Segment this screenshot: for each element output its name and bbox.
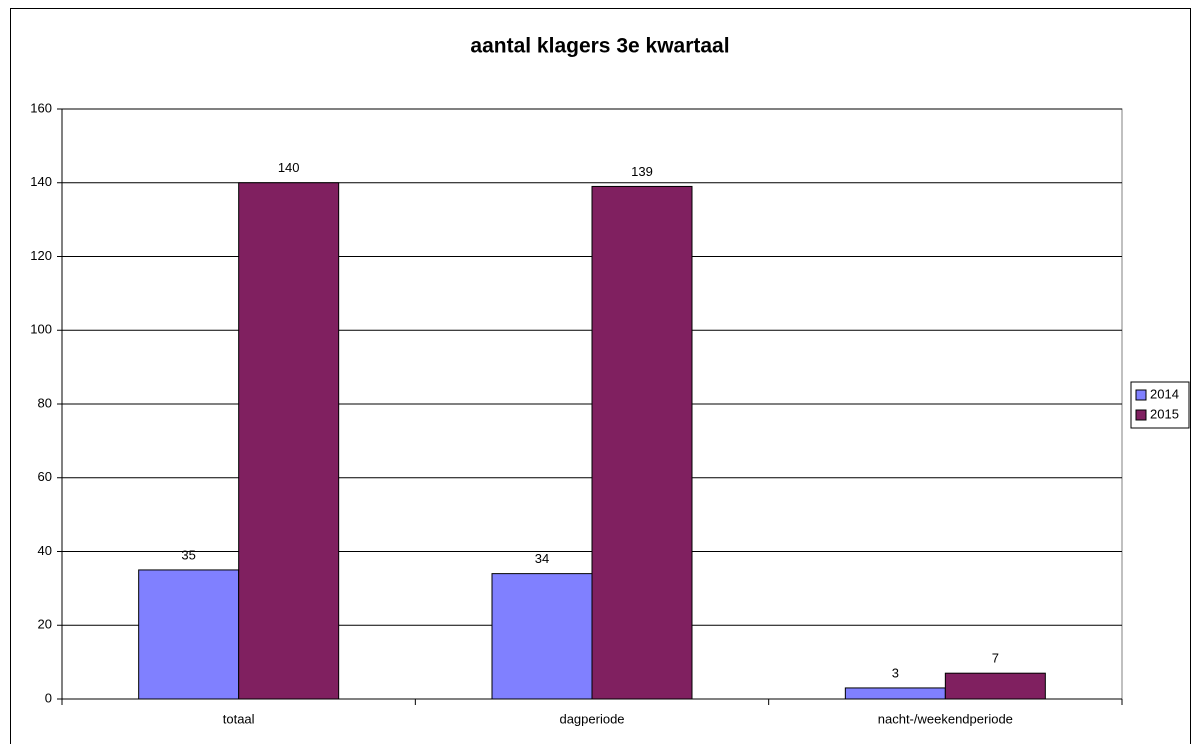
y-tick-label: 40 xyxy=(38,543,52,558)
data-label: 140 xyxy=(278,160,300,175)
legend-swatch xyxy=(1135,389,1147,401)
bar xyxy=(138,569,240,700)
data-label: 7 xyxy=(992,651,999,666)
data-label: 34 xyxy=(535,551,549,566)
y-tick-label: 20 xyxy=(38,617,52,632)
y-tick-label: 120 xyxy=(30,248,52,263)
legend-label: 2015 xyxy=(1150,406,1179,421)
y-tick-label: 160 xyxy=(30,100,52,115)
bar xyxy=(944,672,1046,700)
y-tick-label: 0 xyxy=(45,690,52,705)
data-label: 139 xyxy=(631,164,653,179)
y-tick-label: 60 xyxy=(38,469,52,484)
x-tick-label: totaal xyxy=(223,711,255,726)
x-tick-label: nacht-/weekendperiode xyxy=(878,711,1013,726)
bar xyxy=(238,182,340,700)
legend-label: 2014 xyxy=(1150,386,1179,401)
legend-swatch xyxy=(1135,409,1147,421)
y-tick-label: 100 xyxy=(30,322,52,337)
bar xyxy=(844,687,946,700)
data-label: 3 xyxy=(892,665,899,680)
data-label: 35 xyxy=(181,547,195,562)
x-tick-label: dagperiode xyxy=(559,711,624,726)
y-tick-label: 140 xyxy=(30,174,52,189)
bar xyxy=(591,185,693,700)
chart-title: aantal klagers 3e kwartaal xyxy=(470,35,729,58)
y-tick-label: 80 xyxy=(38,395,52,410)
bar xyxy=(491,573,593,700)
